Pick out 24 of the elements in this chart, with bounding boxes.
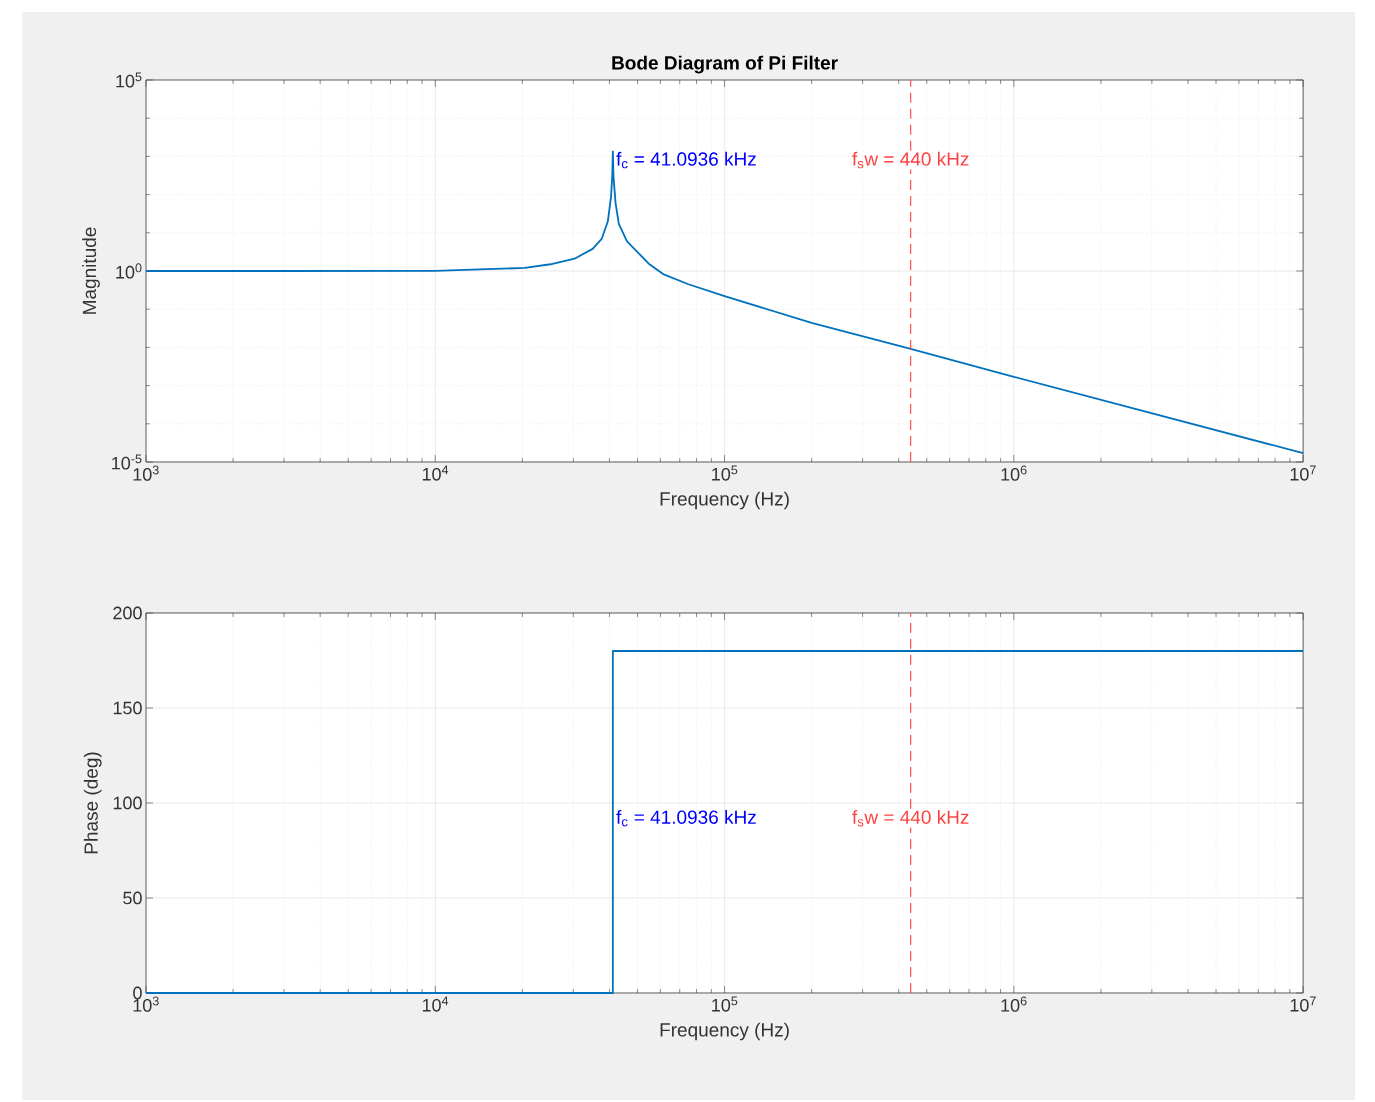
annotation: f$_{s}$w = 440 kHz [852,809,969,827]
y-tick-label: 50 [123,891,142,905]
annotation: f$_{c}$ = 41.0936 kHz [616,151,756,169]
x-tick-label: 10$^{5}$ [712,465,738,481]
y-tick-label: 10$^{5}$ [116,72,142,88]
y-tick-label: 100 [113,796,142,810]
x-tick-label: 10$^{5}$ [712,996,738,1012]
x-tick-label: 10$^{6}$ [1001,996,1027,1012]
y-tick-label: 10$^{0}$ [116,263,142,279]
y-axis-title: Magnitude [82,227,100,314]
y-axis-title: Phase (deg) [83,752,102,854]
x-tick-label: 10$^{7}$ [1290,996,1316,1012]
y-tick-label: 150 [113,701,142,715]
x-axis-title: Frequency (Hz) [660,1022,789,1041]
x-tick-label: 10$^{4}$ [422,996,449,1012]
x-axis-title: Frequency (Hz) [660,491,789,510]
y-tick-label: 200 [113,606,142,620]
x-tick-label: 10$^{3}$ [133,465,159,481]
chart-title: Bode Diagram of Pi Filter [612,55,838,74]
annotation: f$_{c}$ = 41.0936 kHz [616,809,756,827]
annotation: f$_{s}$w = 440 kHz [852,151,969,169]
x-tick-label: 10$^{7}$ [1290,465,1316,481]
x-tick-label: 10$^{6}$ [1001,465,1027,481]
x-tick-label: 10$^{4}$ [422,465,449,481]
